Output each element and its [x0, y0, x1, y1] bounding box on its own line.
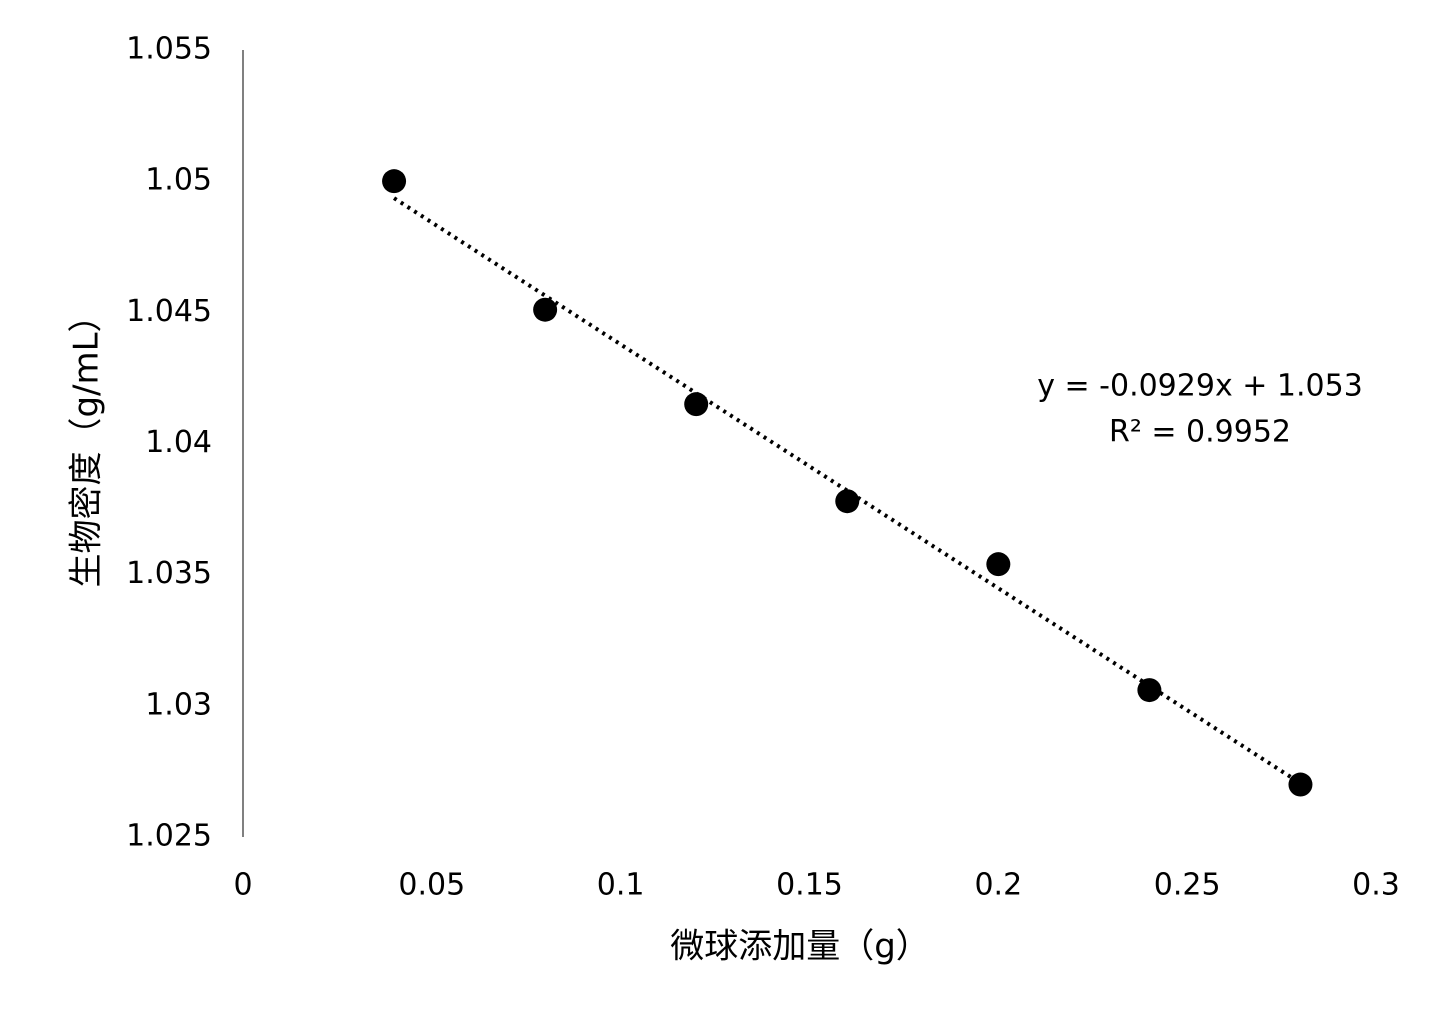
point: [533, 297, 558, 322]
y-tick-label: 1.05: [145, 163, 212, 198]
x-tick-label: 0.15: [776, 868, 843, 903]
x-axis-title: 微球添加量（g）: [670, 927, 930, 967]
y-tick-label: 1.025: [126, 819, 212, 854]
y-tick-label: 1.045: [126, 294, 212, 329]
point: [382, 169, 407, 194]
r-squared: R² = 0.9952: [1109, 415, 1291, 450]
point: [1288, 772, 1313, 797]
y-tick-label: 1.055: [126, 32, 212, 67]
y-axis-title: 生物密度（g/mL）: [67, 298, 107, 587]
y-tick-label: 1.04: [145, 425, 212, 460]
x-tick-label: 0.25: [1154, 868, 1221, 903]
point: [684, 392, 709, 417]
point: [1137, 678, 1162, 703]
x-tick-label: 0.1: [597, 868, 645, 903]
x-tick-label: 0.3: [1352, 868, 1400, 903]
y-tick-label: 1.035: [126, 556, 212, 591]
x-tick-label: 0.05: [398, 868, 465, 903]
x-tick-label: 0: [233, 868, 252, 903]
point: [835, 489, 860, 514]
x-tick-label: 0.2: [974, 868, 1022, 903]
y-tick-label: 1.03: [145, 687, 212, 722]
equation: y = -0.0929x + 1.053: [1037, 369, 1363, 404]
point: [986, 552, 1011, 577]
